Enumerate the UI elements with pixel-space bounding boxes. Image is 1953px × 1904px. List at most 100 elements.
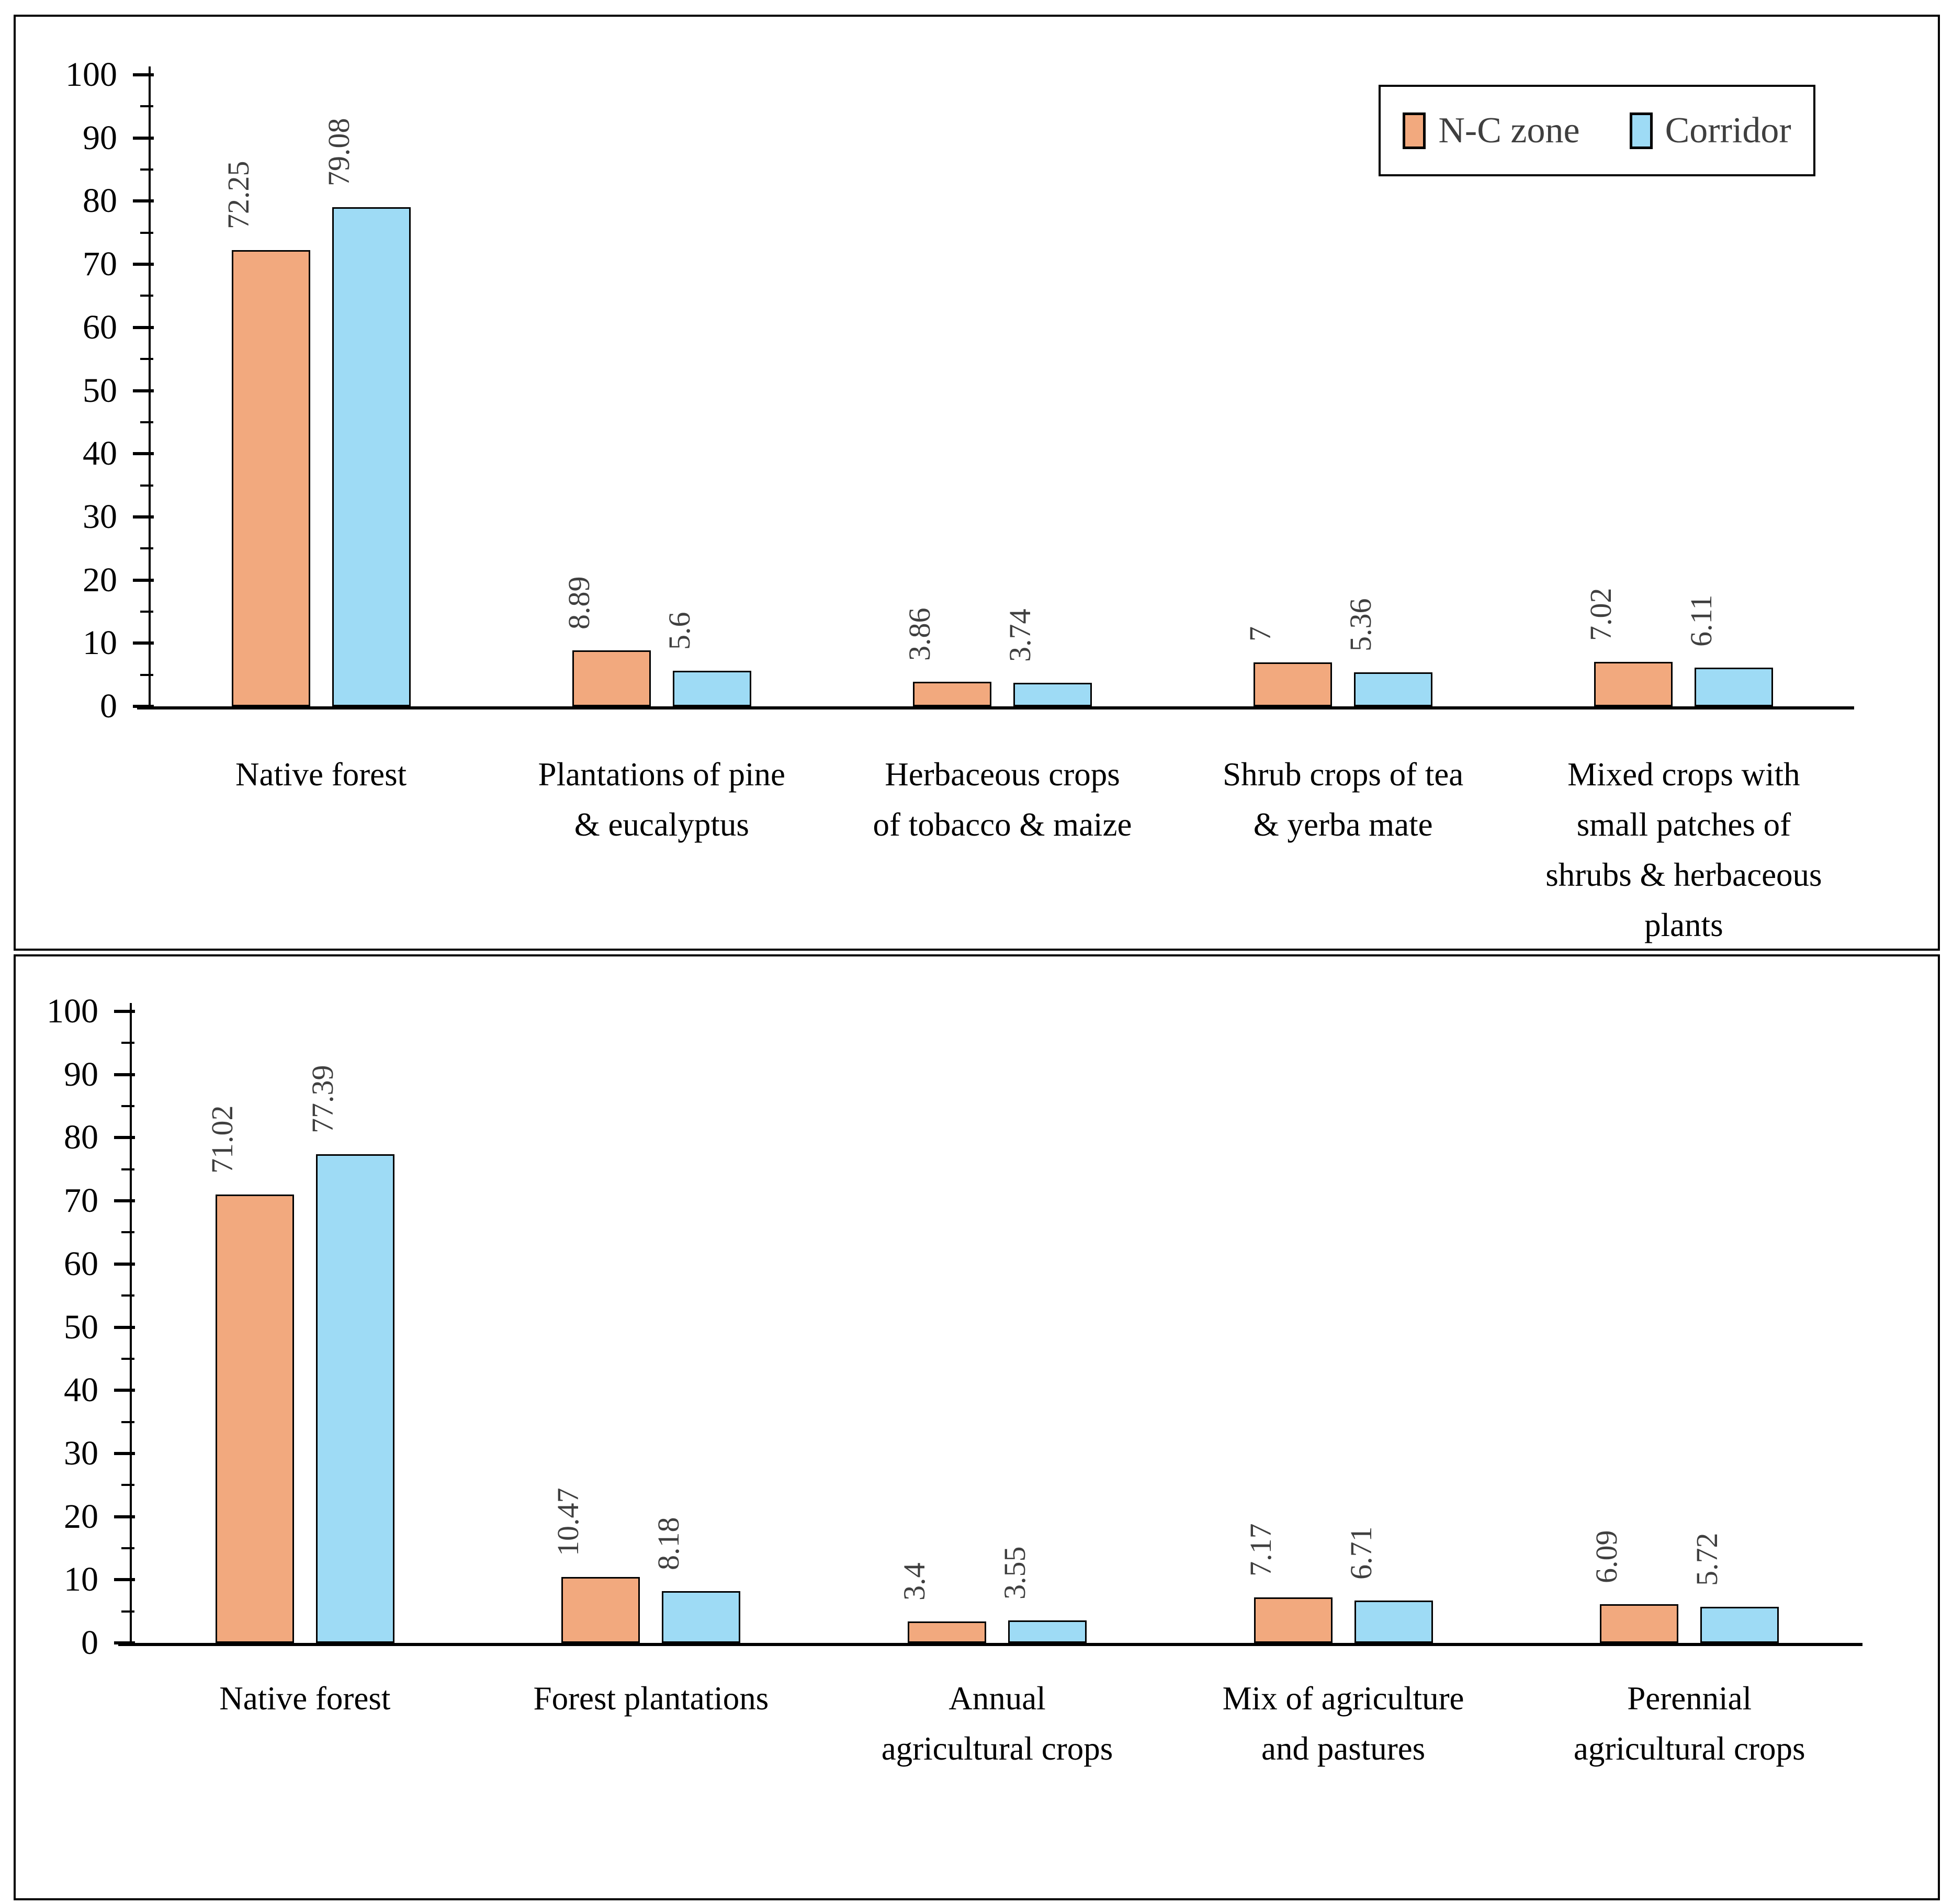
y-tick-label: 70 bbox=[64, 1181, 98, 1220]
y-minor-tick bbox=[121, 1421, 134, 1423]
y-major-tick bbox=[133, 641, 154, 645]
x-axis-line bbox=[118, 1643, 1862, 1646]
y-minor-tick bbox=[140, 295, 153, 297]
y-tick-label: 60 bbox=[64, 1244, 98, 1283]
y-tick-label: 60 bbox=[83, 308, 117, 346]
bar-n-c-zone-0 bbox=[215, 1194, 294, 1643]
bar-value-label: 77.39 bbox=[305, 1065, 340, 1133]
y-minor-tick bbox=[140, 610, 153, 613]
y-minor-tick bbox=[121, 1231, 134, 1234]
legend-item-corridor: Corridor bbox=[1629, 110, 1791, 152]
y-major-tick bbox=[133, 325, 154, 329]
bar-value-label: 3.86 bbox=[902, 607, 936, 661]
bar-n-c-zone-2 bbox=[913, 682, 991, 706]
bar-n-c-zone-2 bbox=[908, 1621, 986, 1643]
x-category-label: Perennial agricultural crops bbox=[1573, 1680, 1805, 1767]
bar-value-label: 72.25 bbox=[221, 161, 255, 229]
y-minor-tick bbox=[121, 1294, 134, 1297]
bar-corridor-1 bbox=[662, 1591, 741, 1643]
y-major-tick bbox=[114, 1389, 135, 1392]
bar-corridor-3 bbox=[1354, 672, 1433, 706]
y-minor-tick bbox=[121, 1610, 134, 1613]
bar-n-c-zone-3 bbox=[1254, 662, 1333, 706]
bar-corridor-4 bbox=[1695, 668, 1774, 706]
y-tick-label: 20 bbox=[64, 1497, 98, 1536]
y-tick-label: 90 bbox=[83, 118, 117, 157]
y-minor-tick bbox=[140, 231, 153, 234]
bar-value-label: 71.02 bbox=[205, 1105, 239, 1174]
y-tick-label: 70 bbox=[83, 245, 117, 284]
bar-chart-top: 0 10 20 30 40 50 60 70 80 90 100 72.25 79.08 Native f… bbox=[16, 17, 1938, 949]
bar-value-label: 10.47 bbox=[551, 1488, 585, 1556]
bar-corridor-2 bbox=[1008, 1620, 1087, 1643]
y-major-tick bbox=[114, 1073, 135, 1076]
y-major-tick bbox=[133, 515, 154, 519]
y-major-tick bbox=[133, 73, 154, 76]
bar-corridor-4 bbox=[1700, 1606, 1779, 1643]
bar-value-label: 6.11 bbox=[1684, 594, 1719, 647]
y-minor-tick bbox=[140, 358, 153, 360]
y-tick-label: 30 bbox=[83, 497, 117, 536]
bar-corridor-0 bbox=[332, 207, 411, 706]
y-major-tick bbox=[114, 1262, 135, 1266]
y-tick-label: 40 bbox=[64, 1371, 98, 1410]
x-category-label: Forest plantations bbox=[533, 1680, 769, 1717]
y-minor-tick bbox=[140, 421, 153, 423]
chart-panel-top: 0 10 20 30 40 50 60 70 80 90 100 72.25 79.08 Native f… bbox=[14, 15, 1940, 951]
y-major-tick bbox=[114, 1325, 135, 1329]
x-category-label: Plantations of pine & eucalyptus bbox=[538, 756, 785, 843]
bar-value-label: 79.08 bbox=[321, 118, 356, 186]
y-major-tick bbox=[133, 452, 154, 456]
legend-swatch-icon bbox=[1629, 112, 1653, 149]
y-tick-label: 80 bbox=[64, 1118, 98, 1157]
x-axis-line bbox=[137, 706, 1854, 709]
bar-value-label: 3.74 bbox=[1003, 609, 1037, 662]
bar-value-label: 3.55 bbox=[998, 1546, 1032, 1600]
y-tick-label: 0 bbox=[100, 687, 117, 725]
y-minor-tick bbox=[140, 168, 153, 171]
y-minor-tick bbox=[121, 1547, 134, 1549]
y-major-tick bbox=[114, 1199, 135, 1203]
bar-value-label: 5.36 bbox=[1344, 598, 1378, 652]
bar-n-c-zone-4 bbox=[1600, 1604, 1679, 1643]
x-category-label: Native forest bbox=[235, 756, 407, 793]
y-tick-label: 50 bbox=[83, 371, 117, 410]
y-minor-tick bbox=[140, 547, 153, 550]
bar-corridor-1 bbox=[672, 671, 751, 706]
y-major-tick bbox=[133, 389, 154, 392]
y-major-tick bbox=[114, 1515, 135, 1518]
y-tick-label: 10 bbox=[64, 1560, 98, 1599]
y-tick-label: 100 bbox=[65, 55, 117, 94]
legend-item-n-c-zone: N-C zone bbox=[1403, 110, 1580, 152]
y-major-tick bbox=[133, 136, 154, 140]
y-minor-tick bbox=[140, 105, 153, 108]
legend-box: N-C zone Corridor bbox=[1379, 85, 1815, 176]
y-major-tick bbox=[114, 1451, 135, 1455]
bar-n-c-zone-0 bbox=[231, 250, 310, 706]
x-category-label: Mixed crops with small patches of shrubs… bbox=[1545, 756, 1822, 943]
y-tick-label: 0 bbox=[81, 1624, 98, 1662]
y-tick-label: 40 bbox=[83, 434, 117, 473]
bar-value-label: 7.02 bbox=[1584, 588, 1618, 641]
bar-corridor-2 bbox=[1013, 682, 1092, 706]
y-minor-tick bbox=[140, 673, 153, 676]
bar-value-label: 6.09 bbox=[1589, 1530, 1624, 1584]
x-category-label: Mix of agriculture and pastures bbox=[1222, 1680, 1464, 1767]
legend-swatch-icon bbox=[1403, 112, 1426, 149]
bar-value-label: 5.6 bbox=[662, 612, 696, 650]
y-major-tick bbox=[133, 263, 154, 266]
bar-n-c-zone-3 bbox=[1254, 1597, 1333, 1643]
bar-value-label: 5.72 bbox=[1690, 1533, 1724, 1586]
y-minor-tick bbox=[121, 1042, 134, 1044]
chart-panel-bottom: 0 10 20 30 40 50 60 70 80 90 100 71.02 77.39 Native f… bbox=[14, 954, 1940, 1900]
y-major-tick bbox=[114, 1578, 135, 1582]
bar-value-label: 7.17 bbox=[1243, 1523, 1278, 1577]
y-axis-line bbox=[149, 66, 151, 708]
legend-item-label: Corridor bbox=[1665, 110, 1791, 151]
y-major-tick bbox=[133, 578, 154, 582]
bar-n-c-zone-4 bbox=[1594, 662, 1673, 706]
y-tick-label: 100 bbox=[47, 992, 98, 1030]
bar-value-label: 6.71 bbox=[1344, 1526, 1378, 1580]
x-category-label: Herbaceous crops of tobacco & maize bbox=[873, 756, 1132, 843]
